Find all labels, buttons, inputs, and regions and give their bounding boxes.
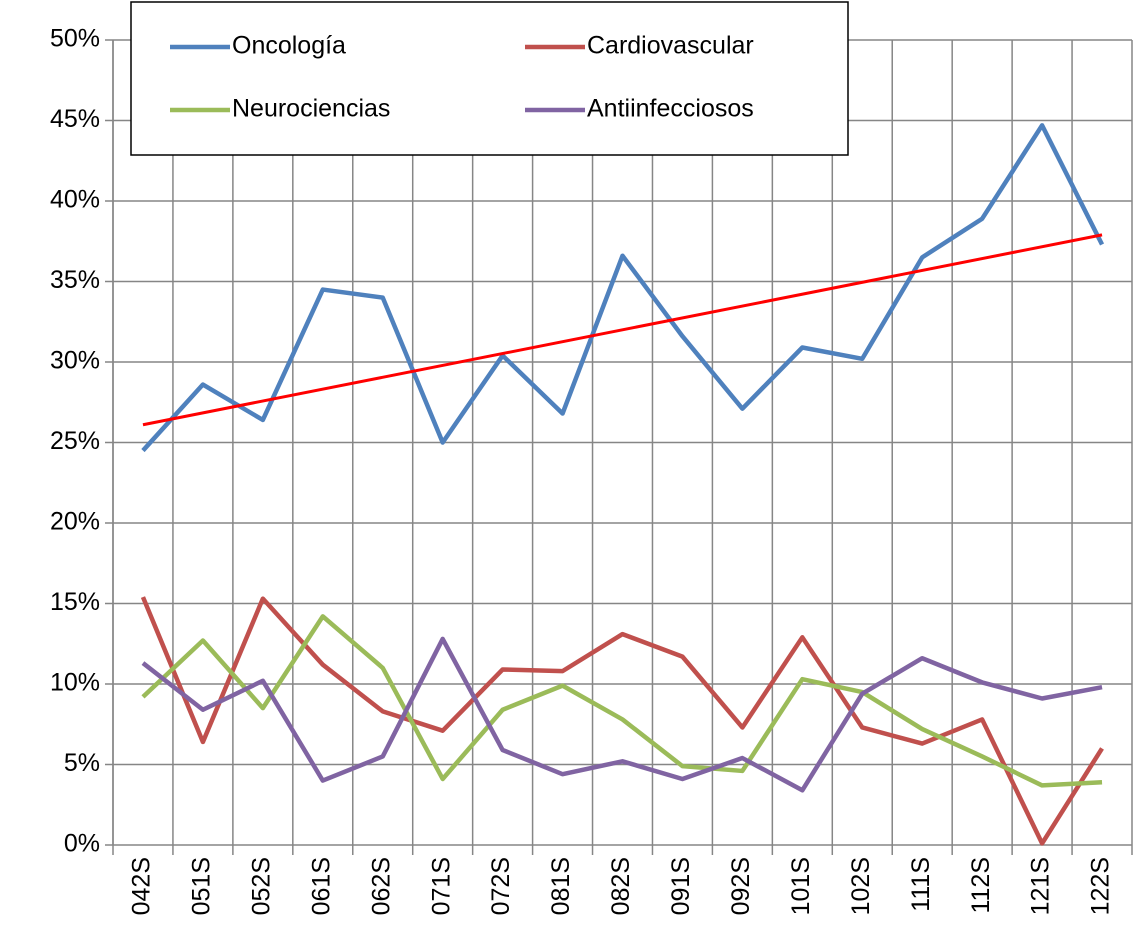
y-tick-label: 15% [50, 588, 100, 616]
y-tick-label: 5% [64, 749, 100, 777]
x-tick-label: 062S [367, 857, 395, 915]
legend-label: Oncología [232, 32, 346, 60]
y-tick-label: 20% [50, 508, 100, 536]
x-tick-label: 121S [1027, 857, 1055, 915]
y-tick-label: 10% [50, 669, 100, 697]
y-tick-label: 40% [50, 186, 100, 214]
x-tick-label: 122S [1087, 857, 1115, 915]
x-tick-label: 101S [787, 857, 815, 915]
legend-label: Neurociencias [232, 95, 390, 123]
x-tick-label: 051S [188, 857, 216, 915]
x-tick-label: 061S [307, 857, 335, 915]
x-tick-label: 042S [128, 857, 156, 915]
series-line [141, 614, 1103, 788]
x-tick-label: 111S [907, 857, 935, 912]
x-tick-label: 091S [667, 857, 695, 915]
legend-box [130, 1, 849, 156]
trendline [142, 233, 1103, 427]
y-tick-label: 35% [50, 266, 100, 294]
x-tick-label: 102S [847, 857, 875, 915]
x-tick-label: 082S [607, 857, 635, 915]
y-tick-label: 25% [50, 427, 100, 455]
y-tick-label: 45% [50, 105, 100, 133]
x-tick-label: 052S [247, 857, 275, 915]
series-line [141, 636, 1103, 793]
x-tick-label: 072S [487, 857, 515, 915]
x-tick-label: 092S [727, 857, 755, 915]
x-tick-label: 112S [967, 857, 995, 914]
series-line [140, 596, 1104, 846]
legend-label: Antiinfecciosos [587, 95, 754, 123]
y-tick-label: 30% [50, 347, 100, 375]
legend: Oncología Cardiovascular Neurociencias Anti… [130, 1, 849, 156]
x-tick-label: 081S [547, 857, 575, 915]
series-line [141, 123, 1105, 453]
x-tick-label: 071S [427, 857, 455, 915]
legend-label: Cardiovascular [587, 32, 754, 60]
y-tick-label: 0% [64, 830, 100, 858]
y-tick-label: 50% [50, 25, 100, 53]
